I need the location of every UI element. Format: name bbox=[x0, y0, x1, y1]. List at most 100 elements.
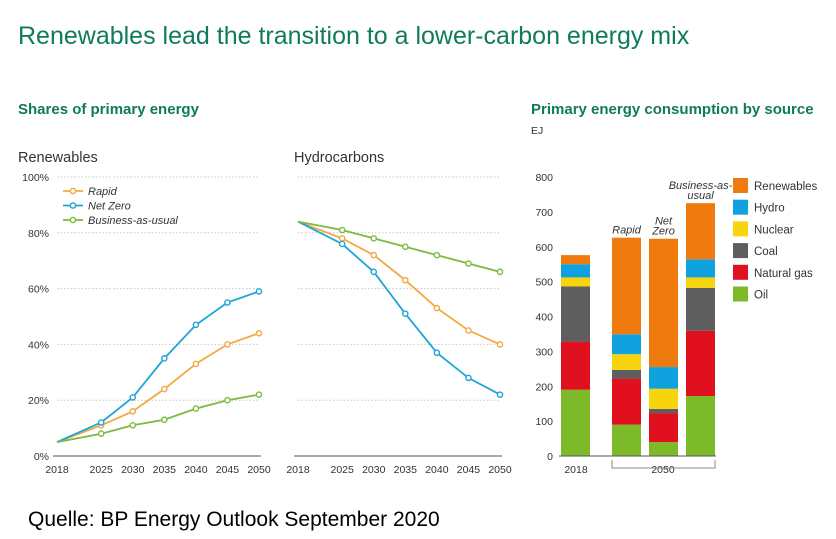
hydrocarbons-point-rapid bbox=[402, 276, 409, 284]
hydrocarbons-point-rapid bbox=[370, 251, 378, 259]
renewables-point-business-as-usual bbox=[129, 422, 137, 429]
bar-segment-oil bbox=[649, 442, 678, 456]
hydrocarbons-point-business-as-usual bbox=[433, 251, 441, 259]
renewables-x-tick-label: 2050 bbox=[247, 464, 271, 476]
bar-y-tick-label: 0 bbox=[547, 451, 553, 463]
bar-segment-hydro bbox=[612, 334, 641, 355]
legend-label-net-zero: Net Zero bbox=[88, 201, 131, 213]
bar-y-tick-label: 700 bbox=[535, 207, 553, 219]
bar-legend-swatch-natural-gas bbox=[733, 264, 748, 280]
hydrocarbons-x-tick-label: 2045 bbox=[457, 464, 481, 476]
renewables-point-net-zero bbox=[224, 299, 231, 306]
bar-segment-natural-gas bbox=[612, 378, 641, 425]
bar-legend-label-natural-gas: Natural gas bbox=[754, 268, 813, 280]
bar-y-tick-label: 300 bbox=[535, 346, 553, 358]
bar-y-tick-label: 100 bbox=[535, 416, 553, 428]
hydrocarbons-point-net-zero bbox=[465, 374, 472, 382]
renewables-x-tick-label: 2045 bbox=[216, 464, 240, 476]
renewables-point-net-zero bbox=[129, 394, 137, 401]
bar-y-tick-label: 600 bbox=[535, 242, 553, 254]
bar-segment-nuclear bbox=[561, 277, 590, 287]
renewables-y-tick-label: 0% bbox=[34, 451, 49, 463]
renewables-point-business-as-usual bbox=[224, 396, 231, 404]
bar-legend-swatch-oil bbox=[733, 286, 748, 302]
bar-segment-coal bbox=[649, 408, 678, 414]
bar-segment-renewables bbox=[561, 255, 590, 265]
bar-segment-nuclear bbox=[686, 277, 715, 288]
hydrocarbons-x-tick-label: 2035 bbox=[394, 464, 418, 476]
hydrocarbons-series-line-net-zero bbox=[297, 220, 501, 396]
renewables-x-tick-label: 2030 bbox=[121, 464, 145, 476]
hydrocarbons-x-tick-label: 2050 bbox=[488, 464, 512, 476]
legend-label-business-as-usual: Business-as-usual bbox=[88, 215, 178, 227]
renewables-point-net-zero bbox=[161, 355, 168, 362]
bar-segment-coal bbox=[612, 369, 641, 379]
renewables-point-rapid bbox=[129, 408, 137, 415]
bar-y-tick-label: 800 bbox=[535, 172, 553, 184]
renewables-point-net-zero bbox=[192, 321, 200, 329]
renewables-point-business-as-usual bbox=[97, 430, 105, 437]
renewables-y-tick-label: 60% bbox=[28, 284, 49, 296]
hydrocarbons-point-net-zero bbox=[370, 268, 378, 276]
bar-legend-label-renewables: Renewables bbox=[754, 181, 818, 193]
renewables-point-business-as-usual bbox=[255, 391, 263, 398]
bar-legend-swatch-coal bbox=[733, 243, 748, 259]
hydrocarbons-point-business-as-usual bbox=[338, 226, 346, 234]
renewables-point-net-zero bbox=[97, 419, 105, 426]
bar-segment-oil bbox=[612, 424, 641, 456]
legend-label-rapid: Rapid bbox=[88, 186, 118, 198]
bar-segment-renewables bbox=[686, 203, 715, 260]
hydrocarbons-point-net-zero bbox=[338, 240, 346, 248]
hydrocarbons-point-net-zero bbox=[496, 391, 504, 398]
bar-legend-label-coal: Coal bbox=[754, 246, 778, 258]
renewables-point-rapid bbox=[255, 329, 263, 337]
hydrocarbons-point-rapid bbox=[433, 304, 441, 312]
renewables-point-rapid bbox=[192, 360, 200, 368]
bar-x-tick-label: 2050 bbox=[651, 464, 675, 476]
bar-scenario-label: Net bbox=[655, 216, 673, 228]
bar-y-tick-label: 400 bbox=[535, 312, 553, 324]
bar-segment-renewables bbox=[649, 238, 678, 368]
hydrocarbons-point-business-as-usual bbox=[496, 268, 504, 276]
renewables-x-tick-label: 2040 bbox=[184, 464, 208, 476]
bar-segment-hydro bbox=[649, 367, 678, 389]
renewables-panel-title: Renewables bbox=[18, 150, 98, 166]
bar-legend-swatch-nuclear bbox=[733, 221, 748, 237]
renewables-point-net-zero bbox=[255, 288, 263, 295]
bar-segment-nuclear bbox=[612, 354, 641, 370]
bar-segment-natural-gas bbox=[561, 341, 590, 390]
renewables-point-business-as-usual bbox=[192, 405, 200, 412]
renewables-series-line-net-zero bbox=[56, 290, 260, 443]
bar-legend-swatch-hydro bbox=[733, 199, 748, 215]
legend-marker-rapid bbox=[69, 187, 77, 195]
hydrocarbons-x-tick-label: 2025 bbox=[331, 464, 355, 476]
renewables-x-tick-label: 2018 bbox=[45, 464, 69, 476]
hydrocarbons-point-rapid bbox=[496, 341, 504, 348]
bar-y-tick-label: 500 bbox=[535, 277, 553, 289]
bar-segment-natural-gas bbox=[686, 330, 715, 397]
consumption-section-title: Primary energy consumption by source bbox=[531, 101, 814, 118]
bar-scenario-label: usual bbox=[687, 190, 714, 202]
hydrocarbons-x-tick-label: 2018 bbox=[286, 464, 310, 476]
bar-segment-coal bbox=[686, 287, 715, 331]
renewables-point-business-as-usual bbox=[161, 416, 168, 424]
shares-section-title: Shares of primary energy bbox=[18, 101, 199, 118]
hydrocarbons-point-business-as-usual bbox=[402, 243, 409, 251]
hydrocarbons-point-business-as-usual bbox=[370, 235, 378, 242]
ej-unit-label: EJ bbox=[531, 125, 543, 137]
hydrocarbons-x-tick-label: 2030 bbox=[362, 464, 386, 476]
renewables-y-tick-label: 40% bbox=[28, 339, 49, 351]
hydrocarbons-series-line-rapid bbox=[297, 220, 501, 346]
page-title: Renewables lead the transition to a lowe… bbox=[18, 22, 690, 50]
renewables-y-tick-label: 100% bbox=[22, 172, 49, 184]
renewables-point-rapid bbox=[161, 385, 168, 393]
renewables-x-tick-label: 2025 bbox=[90, 464, 114, 476]
legend-marker-net-zero bbox=[69, 202, 77, 209]
hydrocarbons-point-rapid bbox=[465, 327, 472, 334]
bar-legend-label-hydro: Hydro bbox=[754, 203, 785, 215]
renewables-x-tick-label: 2035 bbox=[153, 464, 177, 476]
renewables-point-rapid bbox=[224, 341, 231, 348]
bar-scenario-label: Zero bbox=[651, 226, 675, 238]
bar-y-tick-label: 200 bbox=[535, 381, 553, 393]
